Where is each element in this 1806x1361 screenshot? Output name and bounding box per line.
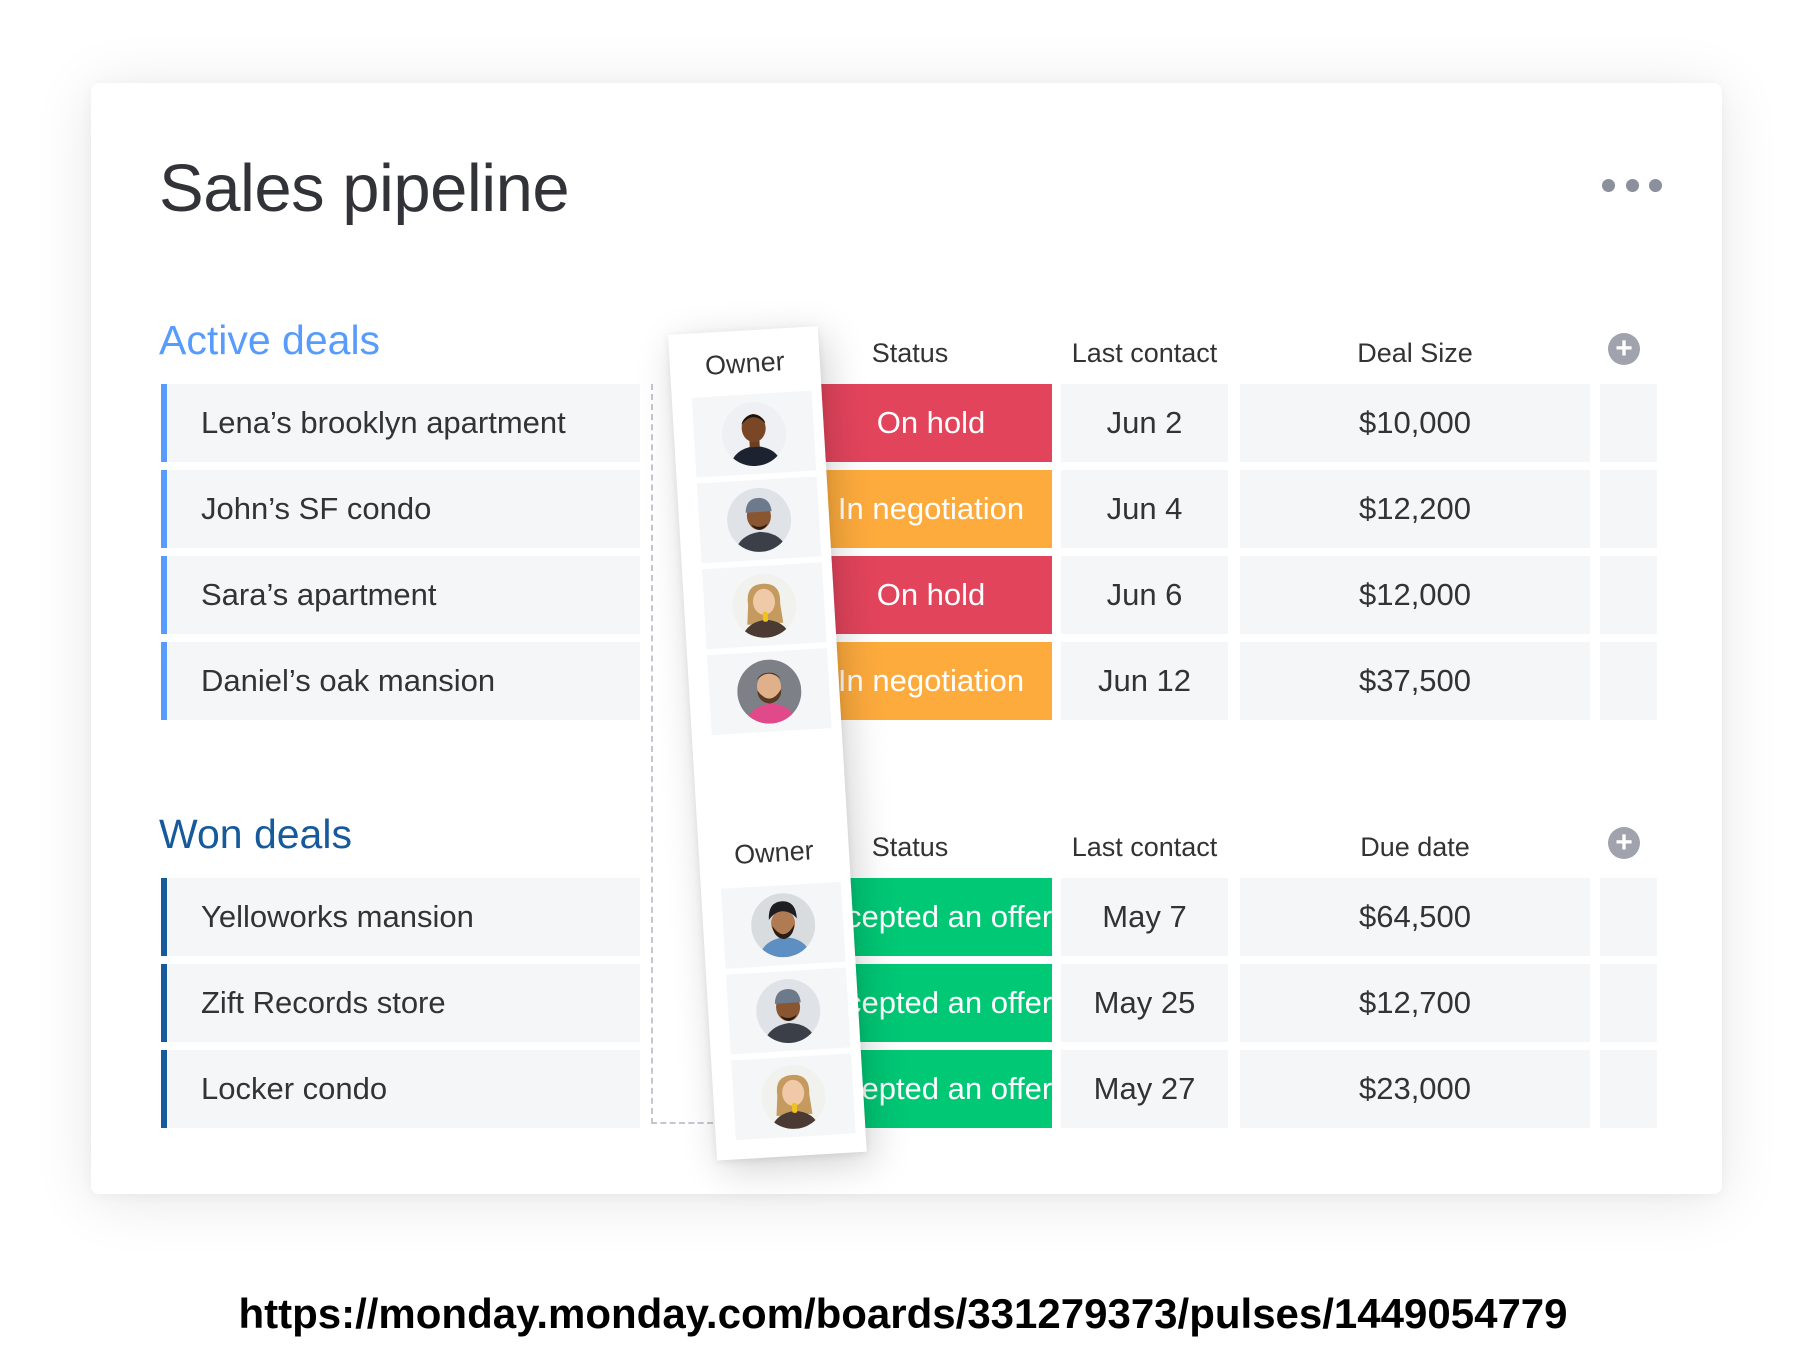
owner-cell[interactable] [691, 390, 817, 478]
column-header-deal-size[interactable]: Deal Size [1357, 338, 1473, 368]
owner-cell[interactable] [696, 476, 822, 564]
owner-cell[interactable] [720, 881, 846, 969]
deal-size-cell[interactable]: $10,000 [1240, 384, 1590, 462]
item-name[interactable]: Locker condo [161, 1050, 640, 1128]
deal-size-cell[interactable]: $12,000 [1240, 556, 1590, 634]
last-contact-cell[interactable]: May 25 [1061, 964, 1228, 1042]
last-contact-cell[interactable]: May 27 [1061, 1050, 1228, 1128]
item-name[interactable]: Yelloworks mansion [161, 878, 640, 956]
dragged-owner-column[interactable]: Owner [668, 326, 867, 1161]
plus-circle-icon[interactable]: + [1608, 333, 1640, 365]
column-header-status[interactable]: Status [871, 832, 949, 862]
board-title: Sales pipeline [159, 151, 570, 226]
last-contact-cell[interactable]: May 7 [1061, 878, 1228, 956]
column-header-due-date[interactable]: Due date [1360, 832, 1470, 862]
item-name[interactable]: Zift Records store [161, 964, 640, 1042]
last-contact-cell[interactable]: Jun 2 [1061, 384, 1228, 462]
empty-cell [1600, 556, 1657, 634]
owner-cell[interactable] [726, 967, 851, 1055]
owner-cell[interactable] [731, 1053, 856, 1141]
status-label[interactable]: On hold [810, 556, 1052, 634]
last-contact-cell[interactable]: Jun 6 [1061, 556, 1228, 634]
status-label[interactable]: On hold [810, 384, 1052, 462]
avatar-woman-icon [730, 571, 799, 640]
menu-dot [1602, 178, 1615, 192]
empty-cell [1600, 384, 1657, 462]
last-contact-cell[interactable]: Jun 4 [1061, 470, 1228, 548]
empty-cell [1600, 964, 1657, 1042]
column-header-owner[interactable]: Owner [733, 835, 815, 870]
column-header-last-contact[interactable]: Last contact [1071, 338, 1218, 368]
last-contact-cell[interactable]: Jun 12 [1061, 642, 1228, 720]
empty-cell [1600, 642, 1657, 720]
empty-cell [1600, 1050, 1657, 1128]
deal-size-cell[interactable]: $12,200 [1240, 470, 1590, 548]
empty-cell [1600, 878, 1657, 956]
avatar-bearded-man-icon [735, 657, 804, 726]
menu-dot [1649, 178, 1662, 192]
owner-cell[interactable] [701, 562, 827, 650]
item-name[interactable]: Daniel’s oak mansion [161, 642, 640, 720]
group-title-won-deals[interactable]: Won deals [159, 811, 352, 857]
menu-dot [1625, 178, 1639, 192]
due-date-cell[interactable]: $12,700 [1240, 964, 1590, 1042]
group-title-active-deals[interactable]: Active deals [159, 317, 381, 363]
avatar-woman-icon [759, 1063, 828, 1131]
column-drop-placeholder [651, 384, 713, 1124]
item-name[interactable]: Lena’s brooklyn apartment [161, 384, 640, 462]
column-header-owner[interactable]: Owner [704, 346, 786, 381]
more-dots-icon[interactable] [1602, 170, 1662, 200]
due-date-cell[interactable]: $23,000 [1240, 1050, 1590, 1128]
avatar-man-cap-icon [725, 486, 793, 554]
status-label[interactable]: In negotiation [810, 470, 1052, 548]
avatar-turban-man-icon [749, 891, 818, 960]
owner-cell[interactable] [707, 648, 832, 736]
avatar-man-cap-icon [754, 977, 823, 1045]
item-name[interactable]: Sara’s apartment [161, 556, 640, 634]
column-header-status[interactable]: Status [871, 338, 949, 368]
empty-cell [1600, 470, 1657, 548]
board-url: https://monday.monday.com/boards/3312793… [238, 1290, 1568, 1337]
avatar-man-icon [720, 400, 788, 468]
deal-size-cell[interactable]: $37,500 [1240, 642, 1590, 720]
plus-circle-icon[interactable]: + [1608, 827, 1640, 859]
status-label[interactable]: In negotiation [810, 642, 1052, 720]
due-date-cell[interactable]: $64,500 [1240, 878, 1590, 956]
column-header-last-contact[interactable]: Last contact [1071, 832, 1218, 862]
item-name[interactable]: John’s SF condo [161, 470, 640, 548]
